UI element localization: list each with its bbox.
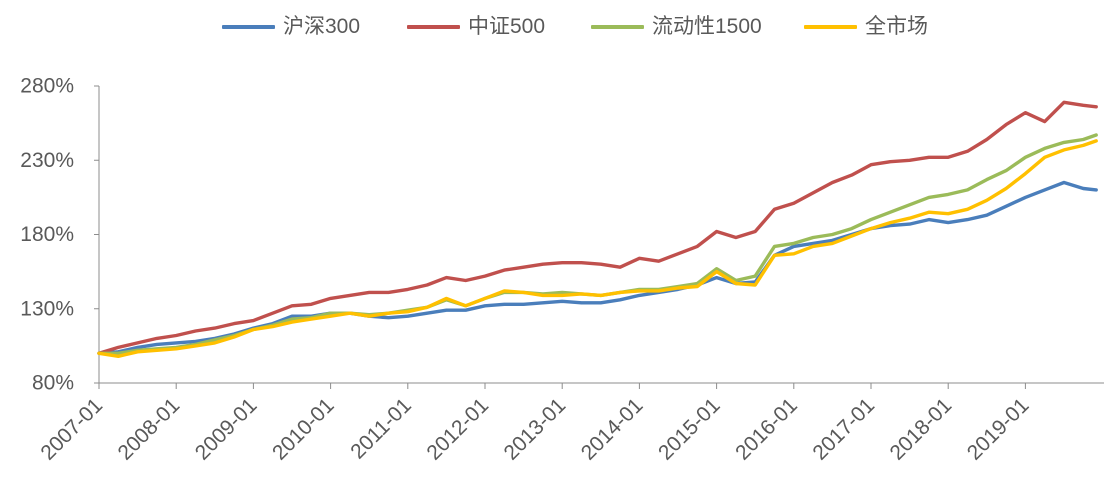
legend-label-liquidity-1500: 流动性1500 xyxy=(652,15,762,38)
legend-item-all-market: 全市场 xyxy=(804,14,928,40)
legend: 沪深300 中证500 流动性1500 全市场 xyxy=(0,0,1119,50)
series-line-all-market xyxy=(97,139,1098,358)
y-tick-label: 180% xyxy=(20,223,74,246)
series-line-hs300 xyxy=(97,180,1098,355)
series-lines xyxy=(97,100,1098,358)
y-tick-label: 130% xyxy=(20,297,74,320)
x-tick-label: 2014-01 xyxy=(577,394,648,465)
x-tick-label: 2019-01 xyxy=(963,394,1034,465)
axes: 80% 130% 180% 230% 280% 2007-01 2008-01 2009-01… xyxy=(20,75,1104,465)
legend-item-csi500: 中证500 xyxy=(407,14,545,40)
legend-swatch-liquidity-1500 xyxy=(591,25,644,29)
x-tick-label: 2013-01 xyxy=(500,394,571,465)
y-tick-label: 280% xyxy=(20,75,74,98)
x-tick-label: 2012-01 xyxy=(422,394,493,465)
x-tick-label: 2010-01 xyxy=(268,394,339,465)
x-tick-label: 2008-01 xyxy=(114,394,185,465)
x-tick-label: 2015-01 xyxy=(654,394,725,465)
series-line-csi500 xyxy=(97,100,1098,355)
legend-item-liquidity-1500: 流动性1500 xyxy=(591,14,762,40)
legend-swatch-csi500 xyxy=(407,25,460,29)
legend-swatch-all-market xyxy=(804,25,857,29)
x-tick-label: 2016-01 xyxy=(731,394,802,465)
x-tick-label: 2009-01 xyxy=(191,394,262,465)
y-tick-label: 80% xyxy=(32,372,74,395)
x-tick-label: 2017-01 xyxy=(808,394,879,465)
legend-label-all-market: 全市场 xyxy=(865,15,928,38)
x-tick-label: 2007-01 xyxy=(36,394,107,465)
legend-label-hs300: 沪深300 xyxy=(283,15,361,38)
x-tick-label: 2011-01 xyxy=(346,394,416,464)
legend-swatch-hs300 xyxy=(222,25,275,29)
legend-item-hs300: 沪深300 xyxy=(222,14,360,40)
y-tick-label: 230% xyxy=(20,149,74,172)
x-tick-label: 2018-01 xyxy=(886,394,957,465)
legend-label-csi500: 中证500 xyxy=(468,15,546,38)
